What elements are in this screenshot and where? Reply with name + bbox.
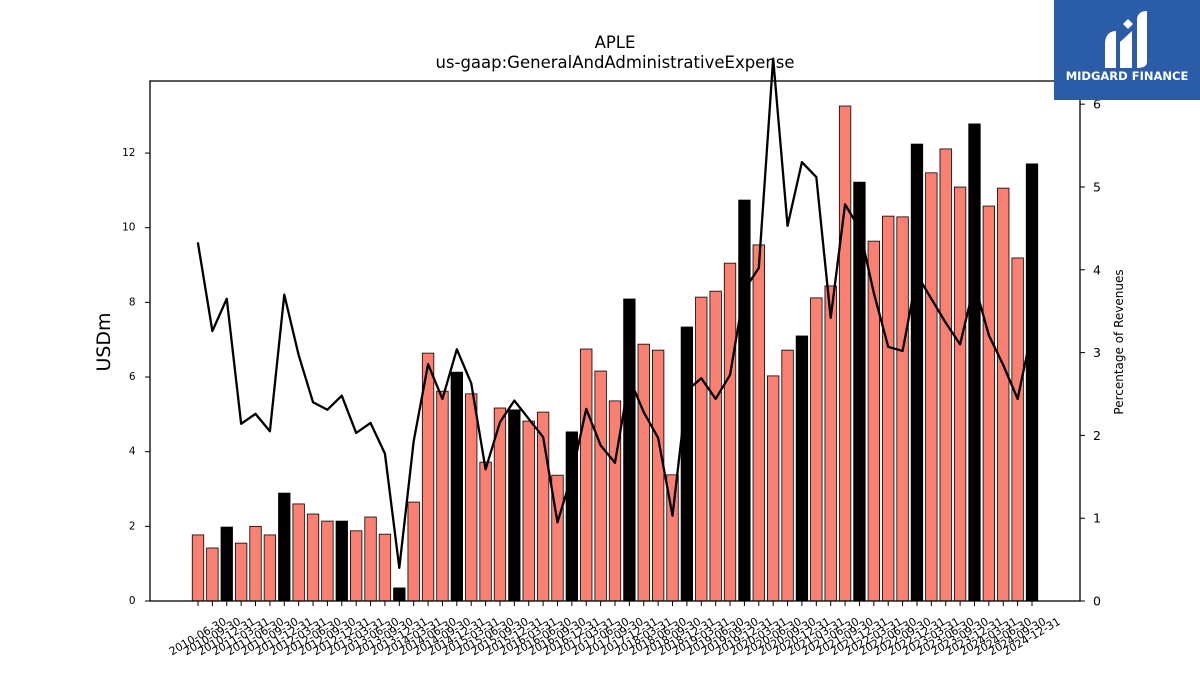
bar-2015-06-30 xyxy=(479,461,492,602)
bar-2013-06-30 xyxy=(364,516,377,602)
bar-2023-09-30 xyxy=(953,186,967,602)
y2-tick-label: 5 xyxy=(1093,179,1101,194)
bar-2024-03-31 xyxy=(982,205,996,602)
bar-2019-12-31 xyxy=(738,199,751,602)
bar-2022-09-30 xyxy=(896,216,909,602)
bar-2022-06-30 xyxy=(882,215,895,602)
bar-2011-03-31 xyxy=(234,542,248,602)
y-tick-label: 4 xyxy=(129,446,136,458)
y-tick-label: 12 xyxy=(122,147,135,159)
bar-2019-03-31 xyxy=(695,296,708,602)
bar-2021-03-31 xyxy=(810,297,823,602)
bar-2019-09-30 xyxy=(723,262,737,602)
bar-2018-03-31 xyxy=(637,343,650,602)
bar-2020-03-31 xyxy=(752,244,765,602)
percentage-of-revenues-line xyxy=(196,57,1034,570)
midgard-logo-icon xyxy=(1105,11,1147,68)
bar-2011-09-30 xyxy=(263,534,277,602)
bar-2017-06-30 xyxy=(594,370,607,602)
bar-2010-06-30 xyxy=(191,534,205,602)
y-tick-label: 0 xyxy=(129,595,136,607)
bar-2023-06-30 xyxy=(939,148,952,602)
bar-2020-06-30 xyxy=(767,375,780,602)
bar-2023-03-31 xyxy=(925,172,938,602)
bar-2024-12-31 xyxy=(1025,163,1039,602)
y-axis-label: USDm xyxy=(93,312,115,371)
bar-2017-03-31 xyxy=(580,348,593,602)
plot-frame xyxy=(149,80,1081,602)
bar-2018-12-31 xyxy=(680,326,694,602)
bar-2016-03-31 xyxy=(522,420,535,602)
bar-2021-06-30 xyxy=(824,285,837,602)
bars-group xyxy=(191,105,1039,602)
logo-mark-diamond-icon xyxy=(1123,19,1133,29)
logo-mark-right-icon xyxy=(1137,11,1147,68)
bar-2020-09-30 xyxy=(781,349,794,602)
bar-2012-09-30 xyxy=(321,520,334,602)
bar-2018-06-30 xyxy=(651,349,665,602)
bar-2015-12-31 xyxy=(508,409,521,602)
y-tick-label: 10 xyxy=(122,222,135,234)
bar-2024-09-30 xyxy=(1011,257,1024,602)
y2-tick-label: 0 xyxy=(1093,594,1101,609)
y2-axis-label: Percentage of Revenues xyxy=(1112,269,1126,414)
bar-2012-12-31 xyxy=(335,520,348,602)
bar-2013-12-31 xyxy=(393,587,406,602)
bar-2012-06-30 xyxy=(306,513,320,602)
y2-tick-label: 1 xyxy=(1093,511,1101,526)
bar-2020-12-31 xyxy=(795,335,809,602)
bar-2014-03-31 xyxy=(407,501,420,602)
y-tick-label: 2 xyxy=(129,520,136,532)
bar-2012-03-31 xyxy=(292,503,305,602)
bar-2011-06-30 xyxy=(249,525,262,602)
bar-2024-06-30 xyxy=(997,187,1010,602)
y2-tick-label: 2 xyxy=(1093,428,1101,443)
bar-2014-12-31 xyxy=(450,371,463,602)
chart-subtitle: us-gaap:GeneralAndAdministrativeExpense xyxy=(435,53,794,72)
y2-tick-label: 3 xyxy=(1093,345,1101,360)
bar-2010-12-31 xyxy=(220,526,233,602)
logo-text: MIDGARD FINANCE xyxy=(1066,69,1189,83)
bar-2022-12-31 xyxy=(910,143,924,602)
y-tick-label: 8 xyxy=(129,296,136,308)
bar-2015-03-31 xyxy=(465,393,478,602)
bar-2013-03-31 xyxy=(350,530,363,602)
y2-tick-label: 6 xyxy=(1093,97,1101,112)
x-axis-ticks: 2010-06-302010-09-302010-12-312011-03-31… xyxy=(167,601,1063,658)
y2-axis-ticks: 0 1 2 3 4 5 6 xyxy=(1080,97,1101,609)
y-axis-ticks: 0 2 4 6 8 10 12 xyxy=(122,147,150,607)
logo-mark-left-icon xyxy=(1105,31,1116,68)
logo-mark-middle-icon xyxy=(1120,31,1132,68)
logo: MIDGARD FINANCE xyxy=(1054,0,1200,100)
bar-2019-06-30 xyxy=(709,290,722,602)
y2-tick-label: 4 xyxy=(1093,262,1101,277)
bar-2010-09-30 xyxy=(206,547,219,602)
bar-2023-12-31 xyxy=(968,123,981,602)
bar-2014-09-30 xyxy=(436,390,449,602)
bar-2011-12-31 xyxy=(278,492,291,602)
y-tick-label: 6 xyxy=(129,371,136,383)
bar-2017-12-31 xyxy=(623,298,636,602)
bar-2021-09-30 xyxy=(838,105,852,602)
bar-2017-09-30 xyxy=(608,400,622,602)
bar-2013-09-30 xyxy=(378,533,392,602)
chart-title: APLE xyxy=(595,33,636,52)
